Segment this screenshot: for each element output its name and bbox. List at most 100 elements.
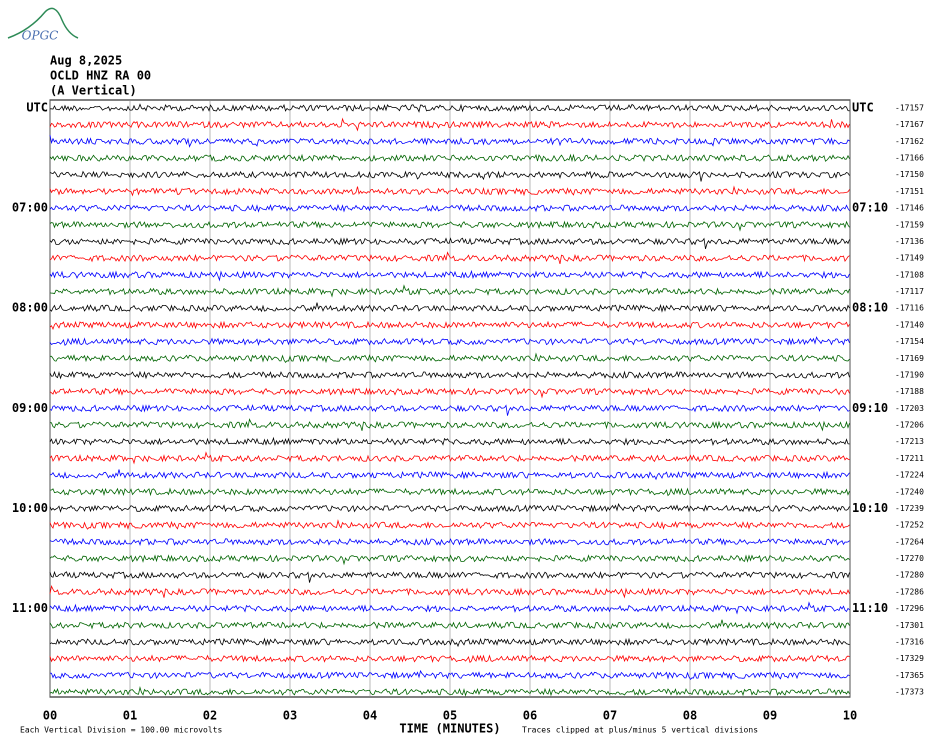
trace-offset: -17316: [895, 637, 924, 646]
trace: [49, 519, 850, 530]
trace-offset: -17224: [895, 471, 924, 480]
left-time-label: 11:00: [12, 601, 48, 615]
trace-offset: -17146: [895, 204, 924, 213]
trace-offset: -17270: [895, 554, 924, 563]
trace: [49, 251, 850, 265]
trace-offset: -17329: [895, 654, 924, 663]
logo: OPGC: [22, 29, 59, 43]
trace: [49, 170, 850, 182]
left-time-label: UTC: [26, 101, 48, 115]
trace-offset: -17240: [895, 487, 924, 496]
trace-offset: -17239: [895, 504, 924, 513]
trace-offset: -17211: [895, 454, 924, 463]
trace-offset: -17157: [895, 104, 924, 113]
left-time-label: 10:00: [12, 501, 48, 515]
trace: [49, 601, 850, 615]
x-tick-label: 07: [603, 709, 617, 723]
trace: [49, 469, 850, 481]
x-tick-label: 05: [443, 709, 457, 723]
station: OCLD HNZ RA 00: [50, 69, 151, 83]
trace-offset: -17167: [895, 120, 924, 129]
trace-offset: -17213: [895, 437, 924, 446]
trace: [49, 686, 850, 697]
trace-offset: -17117: [895, 287, 924, 296]
x-tick-label: 00: [43, 709, 57, 723]
trace: [49, 103, 850, 113]
trace: [49, 451, 850, 465]
x-axis-label: TIME (MINUTES): [399, 722, 500, 736]
trace: [49, 554, 850, 566]
trace-offset: -17150: [895, 170, 924, 179]
trace: [50, 352, 850, 364]
trace: [49, 203, 850, 213]
trace-offset: -17301: [895, 621, 924, 630]
trace-offset: -17373: [895, 688, 924, 697]
trace-offset: -17206: [895, 421, 924, 430]
trace-offset: -17264: [895, 537, 924, 546]
trace: [49, 237, 850, 250]
trace-offset: -17252: [895, 521, 924, 530]
trace: [49, 336, 850, 347]
component: (A Vertical): [50, 84, 137, 98]
trace-offset: -17159: [895, 220, 924, 229]
trace: [49, 320, 850, 331]
x-tick-label: 04: [363, 709, 377, 723]
trace-offset: -17190: [895, 370, 924, 379]
trace: [49, 135, 850, 148]
trace: [49, 584, 850, 599]
left-time-label: 09:00: [12, 401, 48, 415]
logo-mark: [7, 7, 79, 39]
trace: [49, 637, 850, 648]
trace: [49, 370, 850, 380]
trace: [49, 404, 850, 416]
trace: [49, 220, 850, 232]
x-tick-label: 09: [763, 709, 777, 723]
trace-offset: -17169: [895, 354, 924, 363]
trace: [49, 436, 850, 447]
right-time-label: 07:10: [852, 201, 888, 215]
trace-offset: -17203: [895, 404, 924, 413]
x-tick-label: 01: [123, 709, 137, 723]
x-tick-label: 02: [203, 709, 217, 723]
trace: [49, 302, 850, 313]
x-tick-label: 10: [843, 709, 857, 723]
trace: [49, 619, 850, 630]
left-time-label: 07:00: [12, 201, 48, 215]
right-time-label: 10:10: [852, 501, 888, 515]
x-tick-label: 03: [283, 709, 297, 723]
trace: [49, 117, 850, 132]
trace: [49, 537, 850, 547]
trace-offset: -17286: [895, 587, 924, 596]
left-time-label: 08:00: [12, 301, 48, 315]
trace: [49, 487, 850, 497]
trace: [49, 503, 850, 513]
trace-offset: -17151: [895, 187, 924, 196]
right-time-label: UTC: [852, 101, 874, 115]
trace-offset: -17280: [895, 571, 924, 580]
x-tick-label: 08: [683, 709, 697, 723]
trace: [49, 669, 850, 681]
trace-offset: -17154: [895, 337, 924, 346]
trace: [49, 570, 850, 583]
trace: [49, 185, 850, 197]
trace-offset: -17365: [895, 671, 924, 680]
x-tick-label: 06: [523, 709, 537, 723]
trace-offset: -17149: [895, 254, 924, 263]
trace-offset: -17296: [895, 604, 924, 613]
trace-offset: -17166: [895, 154, 924, 163]
trace-offset: -17188: [895, 387, 924, 396]
trace-offset: -17136: [895, 237, 924, 246]
clip-note: Traces clipped at plus/minus 5 vertical …: [522, 726, 758, 735]
date: Aug 8,2025: [50, 54, 122, 68]
right-time-label: 08:10: [852, 301, 888, 315]
trace: [49, 284, 850, 298]
trace: [49, 269, 850, 282]
trace: [49, 418, 850, 432]
trace: [49, 387, 850, 399]
trace-offset: -17116: [895, 304, 924, 313]
right-time-label: 11:10: [852, 601, 888, 615]
scale-note: Each Vertical Division = 100.00 microvol…: [20, 726, 222, 735]
trace-offset: -17162: [895, 137, 924, 146]
trace: [49, 153, 850, 163]
